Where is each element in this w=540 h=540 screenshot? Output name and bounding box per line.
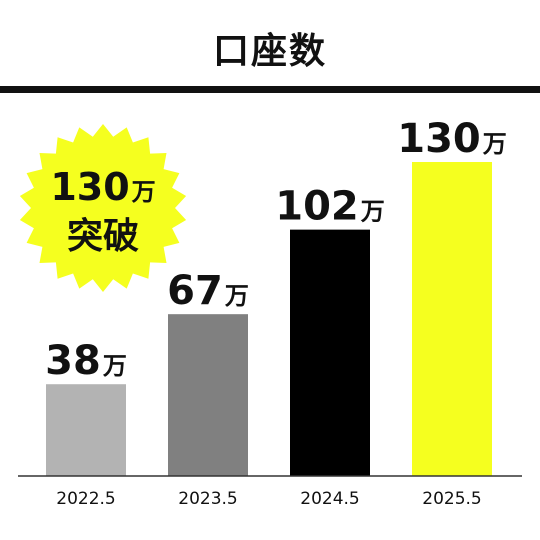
- bar-2023.5: [168, 314, 248, 476]
- x-tick-label: 2024.5: [300, 489, 359, 509]
- data-label-2024.5: 102万: [275, 184, 385, 230]
- data-label-2023.5: 67万: [167, 268, 249, 314]
- badge-unit: 万: [132, 178, 156, 206]
- x-tick-label: 2023.5: [178, 489, 237, 509]
- badge-starburst: [19, 124, 187, 292]
- data-label-2022.5: 38万: [45, 338, 127, 384]
- x-tick-label: 2025.5: [422, 489, 481, 509]
- x-tick-label: 2022.5: [56, 489, 115, 509]
- data-label-2025.5: 130万: [397, 116, 507, 162]
- badge-number: 130: [50, 165, 129, 209]
- badge-value: 130万: [50, 165, 155, 209]
- bar-2025.5: [412, 162, 492, 476]
- chart-title: 口座数: [212, 31, 327, 72]
- milestone-badge: 130万 突破: [19, 124, 187, 292]
- bar-2024.5: [290, 229, 370, 476]
- badge-text: 突破: [67, 216, 139, 257]
- bar-2022.5: [46, 384, 126, 476]
- title-divider: [0, 86, 540, 93]
